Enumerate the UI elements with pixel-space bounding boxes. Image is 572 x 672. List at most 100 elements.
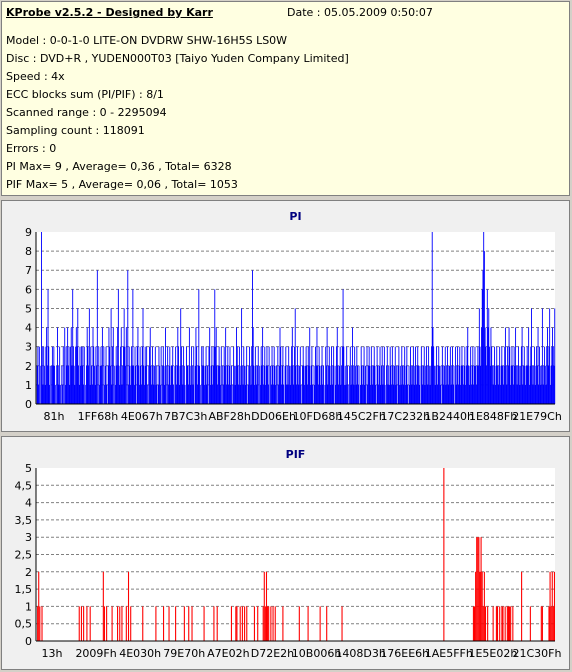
pi-bar <box>125 365 127 404</box>
pi-bar <box>444 365 445 404</box>
pi-bar <box>70 327 72 404</box>
pi-bar <box>483 232 485 404</box>
pi-bar <box>54 365 56 404</box>
pi-bar <box>541 365 543 404</box>
pi-bar <box>78 365 79 404</box>
pi-bar <box>527 365 529 404</box>
pi-bar <box>299 365 301 404</box>
pi-bar <box>292 365 294 404</box>
pi-bar <box>457 384 459 404</box>
pi-x-tick-label: 10FD68h <box>293 410 343 423</box>
pi-bar <box>70 346 71 404</box>
pi-bar <box>362 384 364 404</box>
pif-bar <box>541 606 543 641</box>
pi-bar <box>447 384 449 404</box>
pi-bar <box>291 327 293 404</box>
pi-bar <box>199 365 200 404</box>
pi-bar <box>64 327 66 404</box>
pif-bar <box>268 606 270 641</box>
pi-bar <box>45 346 47 404</box>
pi-bar <box>170 384 171 404</box>
pi-bar <box>540 384 542 404</box>
pi-x-tick-label: 1FF68h <box>78 410 119 423</box>
pi-bar <box>325 365 327 404</box>
pif-bar <box>37 606 39 641</box>
pi-bar <box>473 384 474 404</box>
pif-chart-panel: PIF 0 0,5 1 1,5 2 2,5 3 3,5 4 4,5 5 13h 2009Fh 4E030h 7… <box>1 436 570 670</box>
pi-bar <box>192 384 194 404</box>
pif-bar <box>213 606 215 641</box>
pi-bar <box>420 346 422 404</box>
pi-bar <box>369 365 371 404</box>
pi-bar <box>550 365 552 404</box>
pi-bar <box>248 365 250 404</box>
pi-bar <box>483 251 485 404</box>
pi-bar <box>320 384 322 404</box>
pif-bar <box>495 606 497 641</box>
pi-bar <box>458 365 460 404</box>
pif-x-tick-label: 1AE5FFh <box>425 647 473 660</box>
pi-bar <box>374 365 376 404</box>
pi-bar <box>378 384 380 404</box>
pi-bar <box>243 346 245 404</box>
pif-bar <box>83 606 85 641</box>
pi-bar <box>536 365 538 404</box>
pif-bar <box>510 606 512 641</box>
info-scanned-range: Scanned range : 0 - 2295094 <box>6 106 167 119</box>
pi-bar <box>140 365 142 404</box>
pi-bar <box>171 365 173 404</box>
pi-bar <box>415 346 416 404</box>
pi-bar <box>186 365 188 404</box>
pif-bar <box>121 606 123 641</box>
pi-bar <box>315 346 316 404</box>
pi-bar <box>330 384 332 404</box>
pi-x-tick-label: ABF28h <box>208 410 250 423</box>
pi-bar <box>472 346 474 404</box>
pi-bar <box>481 289 483 404</box>
pi-bar <box>153 384 155 404</box>
pif-bar <box>264 606 266 641</box>
pi-bar <box>251 346 253 404</box>
pi-bar <box>165 327 166 404</box>
pi-bar <box>366 346 368 404</box>
pi-bar <box>306 365 308 404</box>
pi-bar <box>241 308 243 404</box>
pi-bar <box>412 365 414 404</box>
pi-bar <box>379 346 381 404</box>
pi-bar <box>69 384 71 404</box>
pi-chart-panel: PI 0 1 2 3 4 5 6 7 8 9 81h 1FF68h 4E067h 7B7C3h ABF28h D… <box>1 200 570 432</box>
pi-bar <box>520 346 522 404</box>
pi-bar <box>525 384 527 404</box>
pi-bar <box>393 384 395 404</box>
pi-bar <box>296 384 298 404</box>
pi-x-tick-label: 1E848Fh <box>469 410 517 423</box>
pi-bar <box>110 308 112 404</box>
pi-bar <box>295 365 297 404</box>
pi-bar <box>487 327 489 404</box>
pi-bar <box>257 365 258 404</box>
pi-bar <box>486 365 488 404</box>
pi-bar <box>446 365 448 404</box>
pi-bar <box>418 384 420 404</box>
pi-bar <box>438 346 440 404</box>
pi-bar <box>274 365 276 404</box>
pi-bar <box>42 384 44 404</box>
pi-bar <box>488 308 490 404</box>
pi-bar <box>449 365 451 404</box>
pi-bar <box>462 384 464 404</box>
pi-bar <box>415 384 417 404</box>
pif-bar <box>551 571 553 641</box>
pi-bar <box>449 346 451 404</box>
pif-bar <box>507 606 510 641</box>
pi-bar <box>539 365 541 404</box>
pi-bar <box>162 365 164 404</box>
pif-x-tick-label: 10B006h <box>292 647 342 660</box>
info-speed: Speed : 4x <box>6 70 65 83</box>
pi-bar <box>436 384 438 404</box>
pi-bar <box>419 365 421 404</box>
pi-bar <box>304 365 306 404</box>
pi-bar <box>329 365 331 404</box>
pi-bar <box>536 346 538 404</box>
pi-bar <box>103 346 105 404</box>
pi-bar <box>67 365 69 404</box>
